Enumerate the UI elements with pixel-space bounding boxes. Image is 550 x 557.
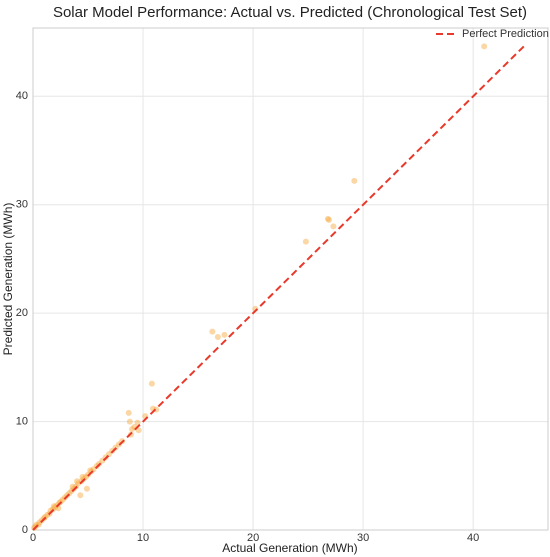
y-axis-label: Predicted Generation (MWh) [1, 203, 15, 356]
point [302, 238, 309, 245]
point [481, 43, 488, 50]
reference-line [32, 45, 525, 531]
point [209, 328, 216, 335]
point [129, 426, 136, 433]
point [214, 334, 221, 341]
y-tick-label: 20 [16, 307, 28, 319]
point [126, 418, 133, 425]
plot-frame [32, 27, 549, 531]
y-tick-label: 30 [16, 199, 28, 211]
point [75, 480, 82, 487]
point [351, 177, 358, 184]
legend-label: Perfect Prediction [462, 28, 549, 40]
point [330, 223, 337, 230]
chart-title: Solar Model Performance: Actual vs. Pred… [53, 4, 527, 21]
point [77, 492, 84, 499]
x-tick-label: 20 [247, 532, 259, 544]
point [326, 216, 333, 223]
point [50, 503, 57, 510]
x-tick-label: 30 [357, 532, 369, 544]
y-tick-label: 0 [22, 524, 28, 536]
x-tick-label: 10 [137, 532, 149, 544]
x-tick-label: 0 [30, 532, 36, 544]
point [221, 331, 228, 338]
x-axis-label: Actual Generation (MWh) [222, 541, 357, 555]
point [125, 409, 132, 416]
y-tick-label: 40 [16, 90, 28, 102]
point [324, 215, 331, 222]
y-tick-label: 10 [16, 415, 28, 427]
point [148, 380, 155, 387]
point [83, 485, 90, 492]
point [74, 478, 81, 485]
x-tick-label: 40 [467, 532, 479, 544]
